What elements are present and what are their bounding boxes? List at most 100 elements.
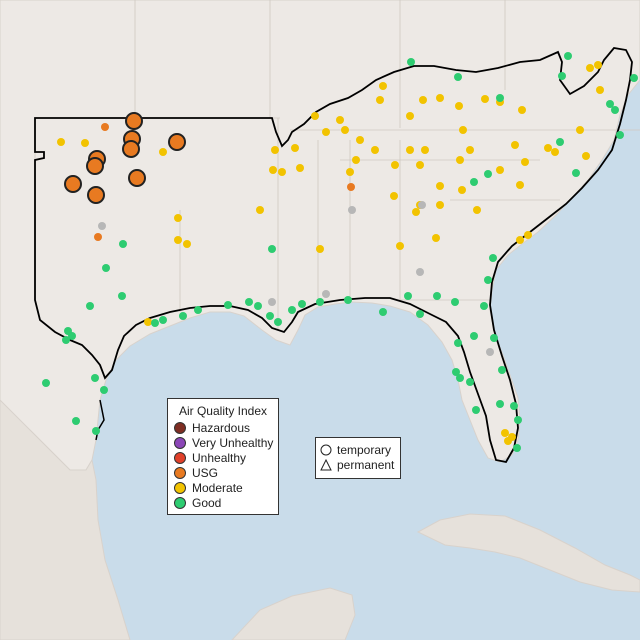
monitor-point[interactable] [521,158,529,166]
monitor-point[interactable] [352,156,360,164]
monitor-point[interactable] [472,406,480,414]
monitor-point[interactable] [510,402,518,410]
monitor-point[interactable] [514,416,522,424]
monitor-point[interactable] [278,168,286,176]
monitor-point[interactable] [336,116,344,124]
monitor-point[interactable] [179,312,187,320]
monitor-point[interactable] [194,306,202,314]
monitor-point[interactable] [421,146,429,154]
monitor-point[interactable] [416,268,424,276]
monitor-point[interactable] [490,334,498,342]
monitor-point[interactable] [616,131,624,139]
monitor-point[interactable] [516,236,524,244]
monitor-point[interactable] [406,112,414,120]
monitor-point[interactable] [489,254,497,262]
monitor-point[interactable] [544,144,552,152]
monitor-point[interactable] [224,301,232,309]
monitor-point[interactable] [524,231,532,239]
monitor-point[interactable] [174,236,182,244]
monitor-point[interactable] [459,126,467,134]
monitor-point[interactable] [168,133,186,151]
monitor-point[interactable] [551,148,559,156]
monitor-point[interactable] [68,332,76,340]
monitor-point[interactable] [484,170,492,178]
monitor-point[interactable] [611,106,619,114]
monitor-point[interactable] [98,222,106,230]
monitor-point[interactable] [119,240,127,248]
monitor-point[interactable] [346,168,354,176]
monitor-point[interactable] [558,72,566,80]
monitor-point[interactable] [86,157,104,175]
monitor-point[interactable] [458,186,466,194]
monitor-point[interactable] [630,74,638,82]
monitor-point[interactable] [311,112,319,120]
monitor-point[interactable] [481,95,489,103]
monitor-point[interactable] [379,308,387,316]
monitor-point[interactable] [496,166,504,174]
monitor-point[interactable] [101,123,109,131]
monitor-point[interactable] [452,368,460,376]
monitor-point[interactable] [432,234,440,242]
monitor-point[interactable] [466,146,474,154]
monitor-point[interactable] [406,146,414,154]
monitor-point[interactable] [72,417,80,425]
monitor-point[interactable] [159,148,167,156]
monitor-point[interactable] [451,298,459,306]
monitor-point[interactable] [511,141,519,149]
monitor-point[interactable] [128,169,146,187]
monitor-point[interactable] [516,181,524,189]
monitor-point[interactable] [436,94,444,102]
monitor-point[interactable] [316,245,324,253]
monitor-point[interactable] [271,146,279,154]
monitor-point[interactable] [86,302,94,310]
monitor-point[interactable] [125,112,143,130]
monitor-point[interactable] [586,64,594,72]
monitor-point[interactable] [456,374,464,382]
monitor-point[interactable] [144,318,152,326]
monitor-point[interactable] [572,169,580,177]
monitor-point[interactable] [454,73,462,81]
monitor-point[interactable] [470,178,478,186]
monitor-point[interactable] [594,61,602,69]
monitor-point[interactable] [596,86,604,94]
monitor-point[interactable] [254,302,262,310]
monitor-point[interactable] [118,292,126,300]
monitor-point[interactable] [183,240,191,248]
monitor-point[interactable] [266,312,274,320]
monitor-point[interactable] [436,201,444,209]
monitor-point[interactable] [322,290,330,298]
monitor-point[interactable] [391,161,399,169]
monitor-point[interactable] [404,292,412,300]
monitor-point[interactable] [256,206,264,214]
monitor-point[interactable] [433,292,441,300]
monitor-point[interactable] [316,298,324,306]
monitor-point[interactable] [564,52,572,60]
monitor-point[interactable] [62,336,70,344]
monitor-point[interactable] [582,152,590,160]
monitor-point[interactable] [344,296,352,304]
monitor-point[interactable] [347,183,355,191]
monitor-point[interactable] [159,316,167,324]
monitor-point[interactable] [606,100,614,108]
monitor-point[interactable] [274,318,282,326]
monitor-point[interactable] [518,106,526,114]
monitor-point[interactable] [100,386,108,394]
monitor-point[interactable] [418,201,426,209]
monitor-point[interactable] [341,126,349,134]
monitor-point[interactable] [269,166,277,174]
monitor-point[interactable] [419,96,427,104]
monitor-point[interactable] [102,264,110,272]
monitor-point[interactable] [371,146,379,154]
monitor-point[interactable] [42,379,50,387]
monitor-point[interactable] [94,233,102,241]
monitor-point[interactable] [298,300,306,308]
monitor-point[interactable] [454,339,462,347]
monitor-point[interactable] [92,427,100,435]
monitor-point[interactable] [64,175,82,193]
monitor-point[interactable] [396,242,404,250]
monitor-point[interactable] [322,128,330,136]
monitor-point[interactable] [174,214,182,222]
monitor-point[interactable] [245,298,253,306]
